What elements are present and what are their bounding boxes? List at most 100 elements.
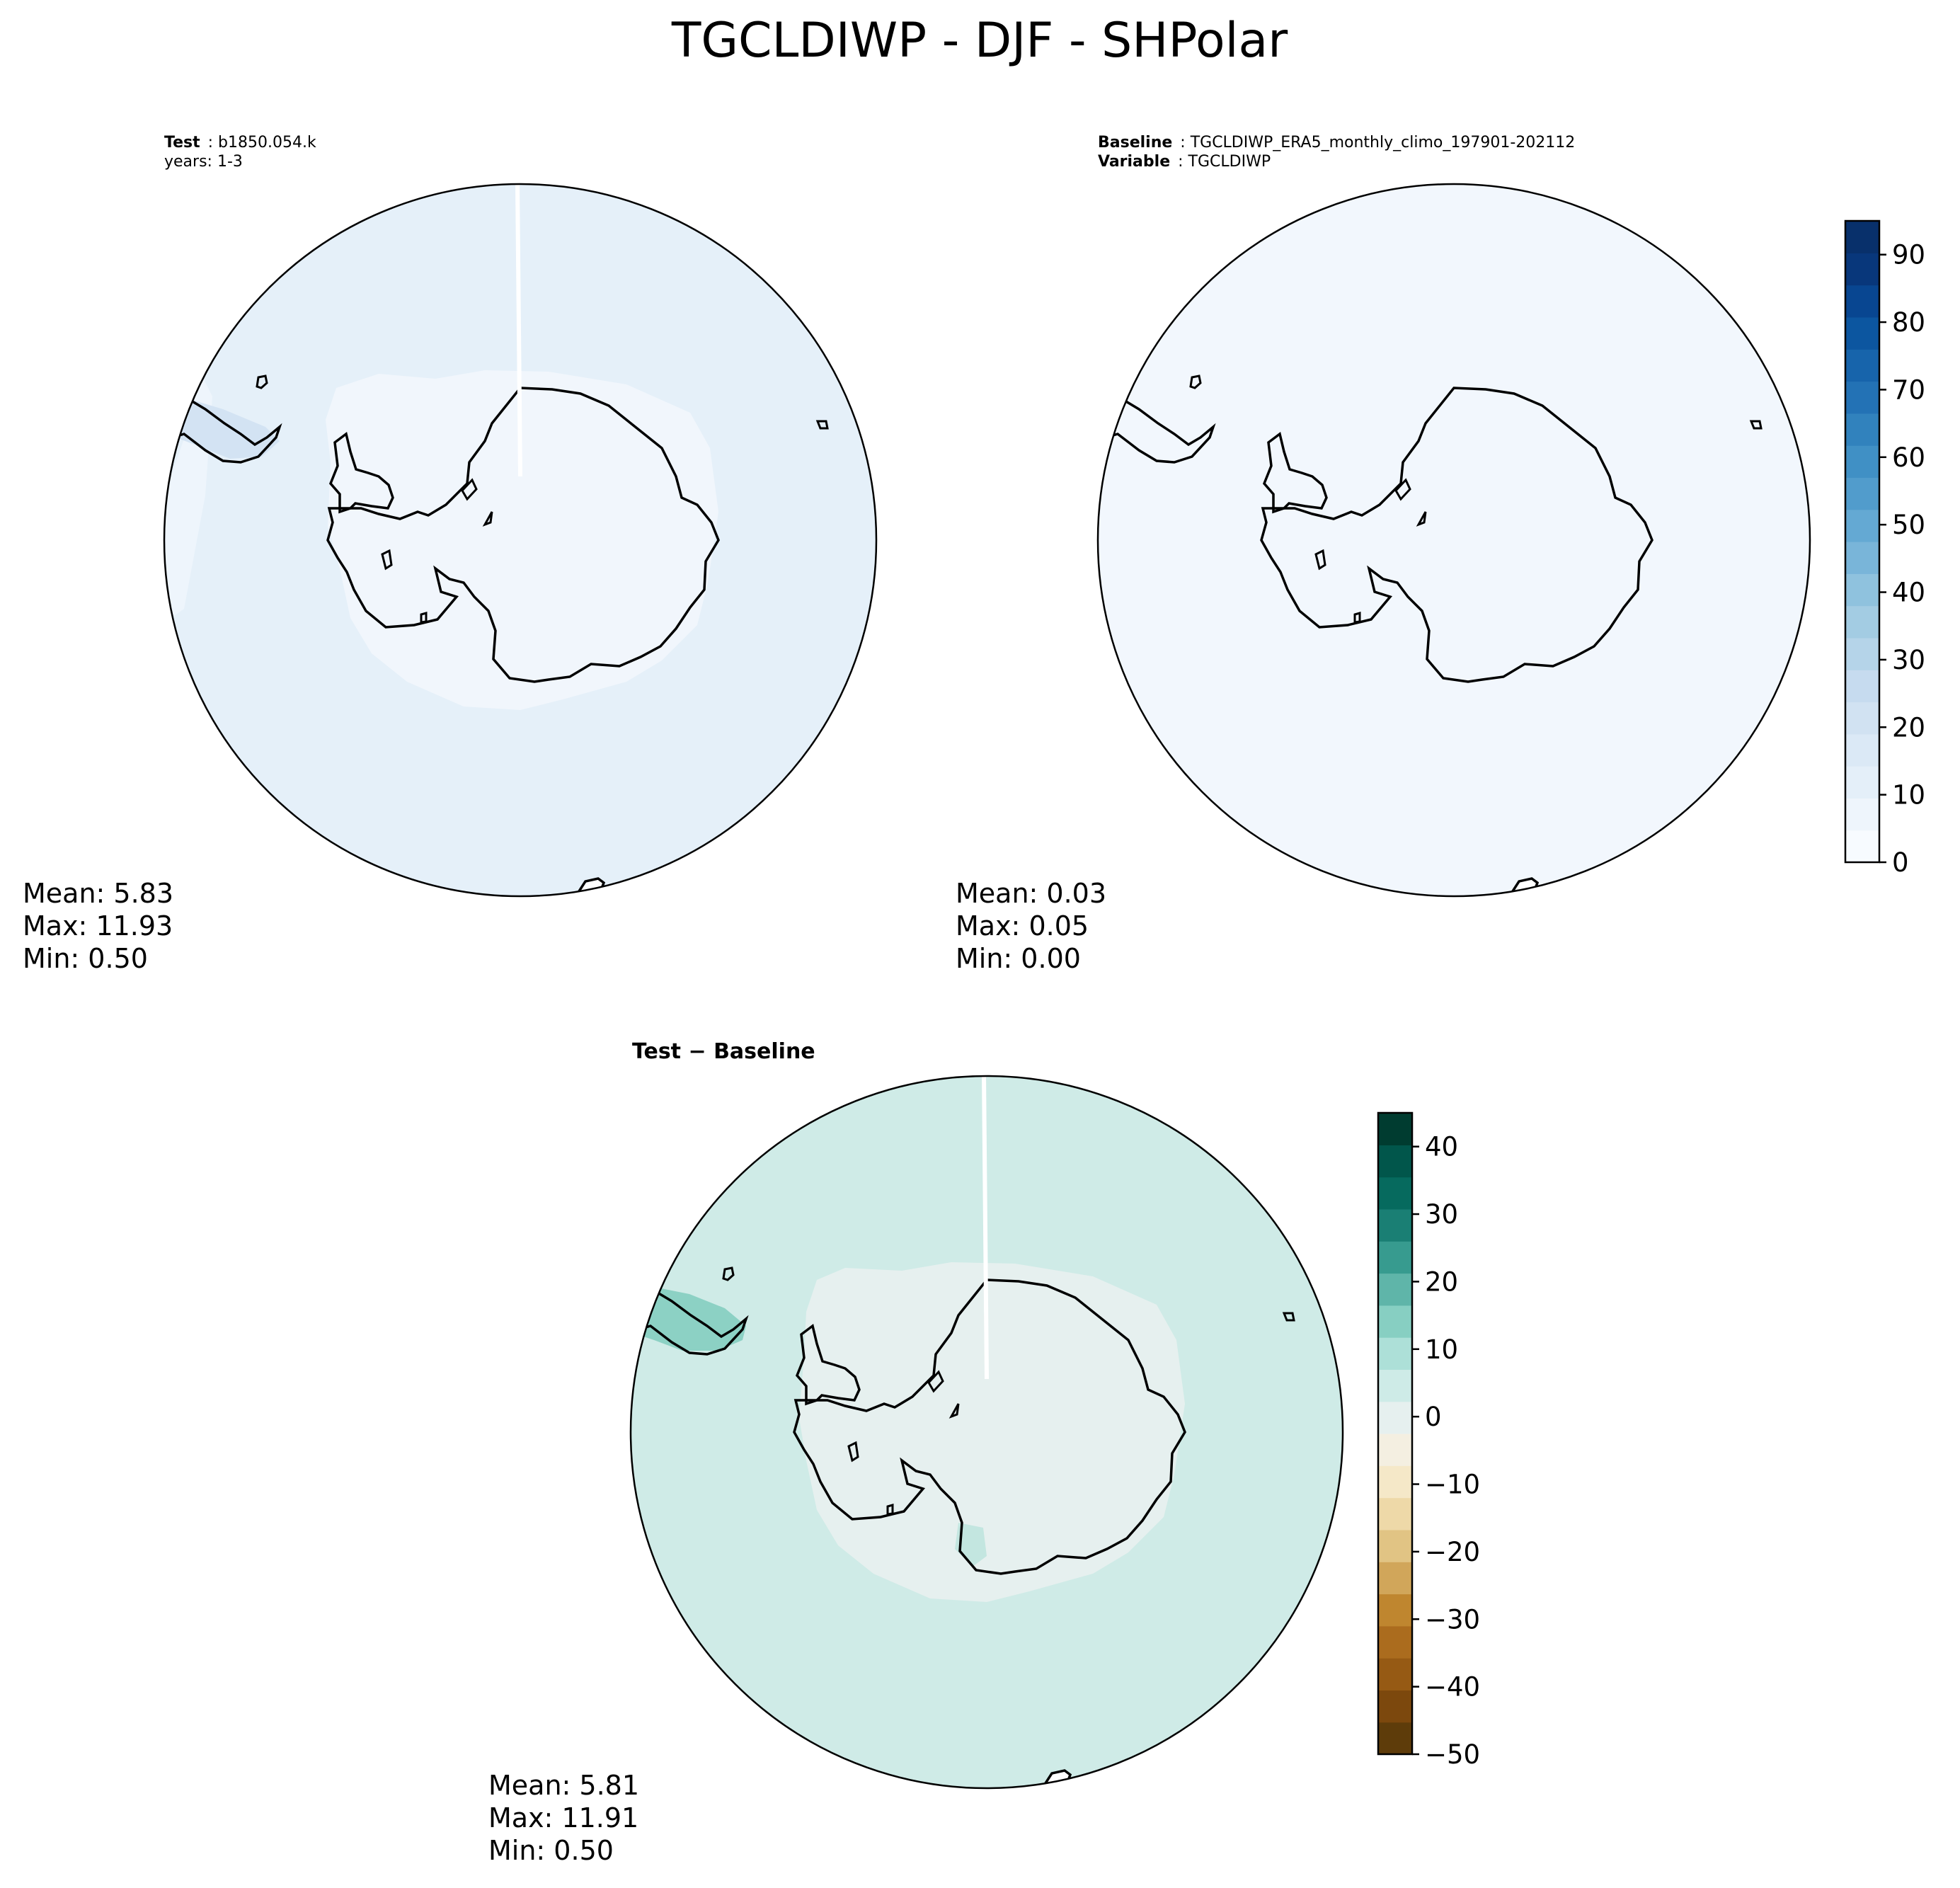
main-colorbar-tick-label: 50 <box>1892 510 1925 540</box>
main-colorbar-tick-label: 20 <box>1892 712 1925 743</box>
diff-colorbar-tick-label: −50 <box>1425 1739 1480 1770</box>
baseline-map-boundary <box>1096 183 1811 898</box>
test-island <box>381 549 393 571</box>
baseline-header-value: TGCLDIWP_ERA5_monthly_climo_197901-20211… <box>1190 134 1576 151</box>
main-colorbar-color-segment <box>1845 702 1879 735</box>
diff-map <box>631 1076 1343 1788</box>
diff-colorbar-tick-label: −40 <box>1425 1672 1480 1703</box>
main-colorbar-tick-label: 80 <box>1892 307 1925 338</box>
main-colorbar-tick-label: 90 <box>1892 240 1925 270</box>
diff-colorbar-color-segment <box>1378 1305 1412 1338</box>
diff-colorbar: −50 −40 −30 −20 −10 0 10 20 30 40 <box>1377 1111 1480 1770</box>
diff-colorbar-tick-label: 30 <box>1425 1199 1458 1230</box>
diff-colorbar-tick-label: −10 <box>1425 1470 1480 1500</box>
diff-colorbar-color-segment <box>1378 1529 1412 1562</box>
main-colorbar-tick-label: 70 <box>1892 374 1925 405</box>
diff-colorbar-tick-label: 0 <box>1425 1402 1442 1432</box>
test-header-value: b1850.054.k <box>218 134 316 151</box>
diff-colorbar-color-segment <box>1378 1369 1412 1402</box>
diff-island <box>949 1403 960 1419</box>
main-colorbar-color-segment <box>1845 766 1879 799</box>
baseline-map <box>1098 184 1810 896</box>
main-colorbar-color-segment <box>1845 509 1879 542</box>
diff-colorbar-color-segment <box>1378 1722 1412 1755</box>
main-colorbar-color-segment <box>1845 798 1879 831</box>
diff-title: Test − Baseline <box>632 1039 815 1064</box>
diff-colorbar-color-segment <box>1378 1465 1412 1499</box>
test-seam-line <box>515 184 522 477</box>
baseline-max: Max: 0.05 <box>956 910 1089 942</box>
test-min: Min: 0.50 <box>23 943 148 974</box>
test-map-boundary <box>163 183 878 898</box>
diff-map-boundary <box>629 1075 1344 1790</box>
diff-colorbar-color-segment <box>1378 1434 1412 1466</box>
main-colorbar-tick-label: 40 <box>1892 578 1925 608</box>
main-colorbar: 0 10 20 30 40 50 60 70 80 90 <box>1844 219 1925 878</box>
main-colorbar-tick-label: 10 <box>1892 780 1925 811</box>
main-colorbar-color-segment <box>1845 253 1879 286</box>
main-colorbar-color-segment <box>1845 605 1879 639</box>
diff-colorbar-color-segment <box>1378 1690 1412 1723</box>
diff-min: Min: 0.50 <box>488 1835 614 1866</box>
diff-colorbar-color-segment <box>1378 1145 1412 1178</box>
diff-island <box>847 1441 859 1463</box>
diff-colorbar-color-segment <box>1378 1337 1412 1370</box>
diff-colorbar-tick-label: −20 <box>1425 1537 1480 1567</box>
diff-colorbar-color-segment <box>1378 1401 1412 1434</box>
test-header-line2: years: 1-3 <box>164 153 243 171</box>
diff-colorbar-color-segment <box>1378 1177 1412 1210</box>
main-colorbar-color-segment <box>1845 316 1879 350</box>
main-colorbar-color-segment <box>1845 221 1879 253</box>
baseline-island <box>1353 612 1361 624</box>
diff-seam-line <box>982 1076 989 1380</box>
diff-colorbar-tick-label: 10 <box>1425 1334 1458 1365</box>
baseline-variable-label: Variable <box>1098 153 1170 171</box>
baseline-island <box>1394 478 1411 501</box>
main-colorbar-color-segment <box>1845 413 1879 446</box>
main-colorbar-color-segment <box>1845 285 1879 318</box>
baseline-island <box>1314 549 1326 571</box>
test-header-label: Test <box>164 134 200 151</box>
figure-title: TGCLDIWP - DJF - SHPolar <box>671 13 1288 69</box>
baseline-panel: Baseline : TGCLDIWP_ERA5_monthly_climo_1… <box>956 134 1811 974</box>
diff-island <box>886 1504 894 1516</box>
baseline-field <box>1098 184 1810 896</box>
baseline-variable-value: TGCLDIWP <box>1188 153 1271 171</box>
diff-title-separator: − <box>681 1039 713 1064</box>
main-colorbar-color-segment <box>1845 637 1879 670</box>
baseline-min: Min: 0.00 <box>956 943 1081 974</box>
diff-title-test: Test <box>632 1039 681 1064</box>
main-colorbar-frame <box>1844 219 1881 864</box>
diff-title-baseline: Baseline <box>713 1039 815 1064</box>
diff-colorbar-color-segment <box>1378 1273 1412 1306</box>
test-mean: Mean: 5.83 <box>23 878 173 909</box>
baseline-mean: Mean: 0.03 <box>956 878 1106 909</box>
diff-mean: Mean: 5.81 <box>488 1770 639 1801</box>
test-island <box>461 478 478 501</box>
diff-panel: Test − Baseline Mean: 5.81 <box>488 1039 1344 1866</box>
diff-colorbar-tick-label: 20 <box>1425 1266 1458 1297</box>
main-colorbar-color-segment <box>1845 445 1879 478</box>
main-colorbar-color-segment <box>1845 349 1879 382</box>
diff-inner-field <box>799 1262 1185 1602</box>
diff-island <box>927 1370 944 1393</box>
diff-colorbar-color-segment <box>1378 1594 1412 1627</box>
test-peninsula-patch <box>166 399 280 459</box>
main-colorbar-color-segment <box>1845 830 1879 863</box>
diff-colorbar-color-segment <box>1378 1625 1412 1659</box>
main-colorbar-color-segment <box>1845 733 1879 767</box>
diff-colorbar-tick-label: −30 <box>1425 1604 1480 1635</box>
test-inner-field <box>326 370 718 710</box>
diff-colorbar-color-segment <box>1378 1658 1412 1690</box>
diff-colorbar-frame <box>1377 1111 1414 1756</box>
test-island <box>482 511 493 527</box>
baseline-header-line1: Baseline : TGCLDIWP_ERA5_monthly_climo_1… <box>1098 134 1575 151</box>
diff-colorbar-color-segment <box>1378 1113 1412 1145</box>
baseline-island <box>1416 511 1427 527</box>
main-colorbar-color-segment <box>1845 477 1879 510</box>
diff-colorbar-color-segment <box>1378 1497 1412 1531</box>
diff-colorbar-color-segment <box>1378 1208 1412 1242</box>
test-map <box>164 184 876 896</box>
baseline-header-label: Baseline <box>1098 134 1172 151</box>
